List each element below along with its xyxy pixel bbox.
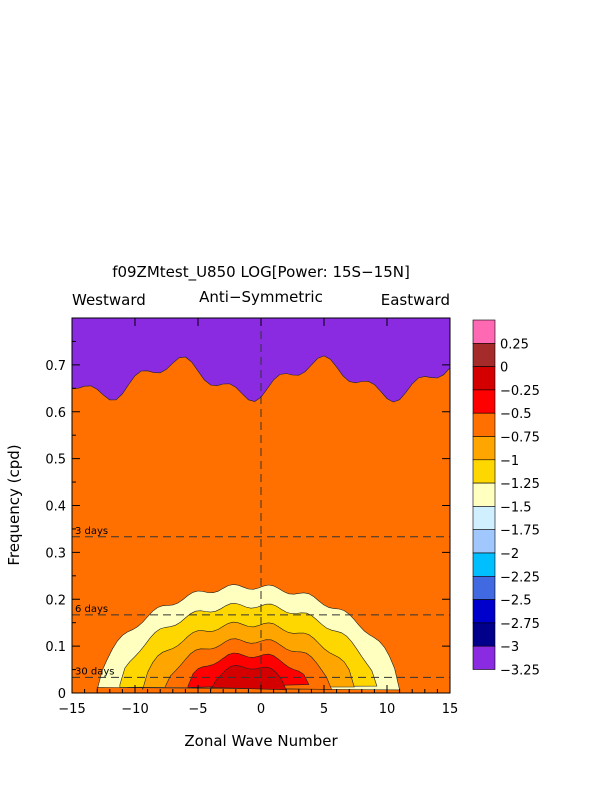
colorbar-swatch [472, 552, 496, 577]
x-axis-label: Zonal Wave Number [184, 732, 338, 750]
chart-title: f09ZMtest_U850 LOG[Power: 15S−15N] [112, 263, 410, 282]
colorbar-swatch [472, 529, 496, 554]
colorbar-swatch [472, 482, 496, 507]
colorbar-swatch [472, 506, 496, 530]
y-tick-label: 0.7 [45, 359, 66, 374]
colorbar-label: −0.5 [500, 407, 532, 422]
colorbar-label: −3.25 [500, 664, 540, 679]
eastward-label: Eastward [381, 291, 450, 309]
x-axis: −15 −10 −5 0 5 10 15 [58, 318, 458, 717]
plot-area: 3 days 6 days 30 days [71, 317, 451, 694]
colorbar-swatch [472, 342, 496, 367]
y-tick-label: 0.4 [45, 500, 66, 515]
colorbar-swatch [472, 599, 496, 624]
reference-line-label: 30 days [75, 666, 115, 677]
colorbar-label: −3 [500, 640, 519, 655]
colorbar-label: −0.25 [500, 384, 540, 399]
y-tick-label: 0.2 [45, 593, 66, 608]
x-tick-label: −15 [58, 702, 85, 717]
chart-subtitle: Anti−Symmetric [199, 288, 323, 306]
colorbar-label: 0 [500, 361, 508, 376]
y-tick-label: 0 [58, 687, 66, 702]
colorbar-label: −1.25 [500, 477, 540, 492]
colorbar-swatch [472, 645, 496, 670]
x-tick-label: 15 [442, 702, 459, 717]
colorbar-swatch [472, 412, 496, 437]
y-tick-label: 0.1 [45, 640, 66, 655]
colorbar-label: 0.25 [500, 337, 529, 352]
colorbar-label: −0.75 [500, 431, 540, 446]
colorbar-swatch [472, 575, 496, 600]
colorbar-label: −1.75 [500, 524, 540, 539]
colorbar-swatch [472, 389, 496, 414]
y-axis-label: Frequency (cpd) [5, 444, 23, 565]
reference-line-label: 6 days [75, 604, 108, 615]
colorbar-label: −2.75 [500, 617, 540, 632]
colorbar-swatch [472, 436, 496, 461]
colorbar-swatch [472, 622, 496, 647]
colorbar-swatch [472, 459, 496, 484]
colorbar-label: −2.5 [500, 594, 532, 609]
colorbar-label: −2.25 [500, 570, 540, 585]
y-axis: 0 0.1 0.2 0.3 0.4 0.5 0.6 0.7 [45, 340, 450, 702]
reference-line-label: 3 days [75, 526, 108, 537]
x-tick-label: 5 [320, 702, 328, 717]
x-tick-label: 10 [379, 702, 396, 717]
y-tick-label: 0.3 [45, 546, 66, 561]
westward-label: Westward [72, 291, 146, 309]
y-tick-label: 0.5 [45, 453, 66, 468]
x-tick-label: −10 [121, 702, 148, 717]
colorbar-label: −1.5 [500, 500, 532, 515]
colorbar-label: −1 [500, 454, 519, 469]
colorbar: 0.25 0 −0.25 −0.5 −0.75 −1 −1.25 −1.5 −1.75 −2 −2.… [472, 319, 540, 679]
x-tick-label: 0 [257, 702, 265, 717]
colorbar-swatch [472, 366, 496, 391]
colorbar-swatch [472, 319, 496, 344]
colorbar-label: −2 [500, 547, 519, 562]
y-tick-label: 0.6 [45, 406, 66, 421]
x-tick-label: −5 [188, 702, 207, 717]
